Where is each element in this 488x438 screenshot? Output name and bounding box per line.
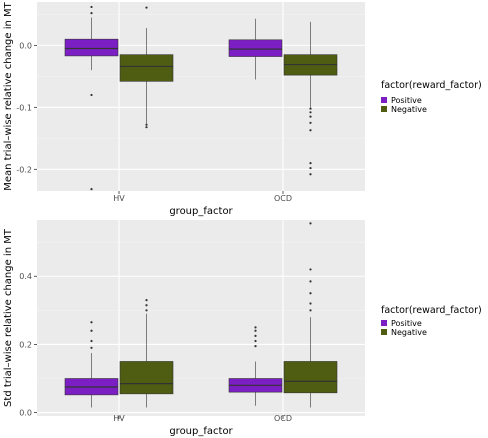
y-tick-label: 0.4	[19, 272, 32, 281]
outlier-point	[145, 6, 148, 9]
outlier-point	[309, 107, 312, 110]
legend-std-key-negative	[381, 329, 387, 335]
x-tick-label: OCD	[274, 194, 292, 203]
box-positive-hv	[64, 321, 119, 408]
outlier-point	[90, 321, 93, 324]
legend-std-label-negative: Negative	[391, 328, 427, 337]
outlier-point	[90, 346, 93, 349]
box-negative-hv	[119, 299, 174, 408]
outlier-point	[254, 329, 257, 332]
outlier-point	[309, 280, 312, 283]
panel-mean-y-ticks: -0.2 -0.1 0.0	[16, 41, 37, 174]
box-iqr	[64, 38, 119, 57]
box-positive-ocd	[228, 326, 283, 406]
outlier-point	[145, 126, 148, 129]
panel-std-y-axis-label: Std trial–wise relative change in MT	[3, 228, 14, 407]
x-tick-label: HV	[113, 414, 125, 423]
y-tick-label: 0.2	[19, 340, 32, 349]
panel-std-x-ticks: HV OCD	[113, 414, 292, 423]
legend-std: factor(reward_factor) Positive Negative	[381, 305, 482, 337]
box-negative-ocd	[283, 21, 338, 176]
outlier-point	[90, 329, 93, 332]
outlier-point	[309, 173, 312, 176]
outlier-point	[309, 115, 312, 118]
outlier-point	[90, 188, 93, 191]
box-iqr	[119, 361, 174, 395]
outlier-point	[309, 162, 312, 165]
box-iqr	[119, 54, 174, 82]
legend-mean-key-positive	[381, 97, 387, 103]
box-positive-hv	[64, 5, 119, 191]
box-iqr	[283, 361, 338, 394]
panel-mean-marks	[64, 5, 338, 191]
outlier-point	[90, 5, 93, 9]
outlier-point	[254, 326, 257, 329]
outlier-point	[309, 292, 312, 295]
box-iqr	[228, 39, 283, 57]
panel-mean-y-axis-label: Mean trial–wise relative change in MT	[3, 1, 14, 190]
outlier-point	[254, 334, 257, 337]
outlier-point	[254, 345, 257, 348]
box-positive-ocd	[228, 18, 283, 80]
y-tick-label: 0.0	[19, 41, 32, 50]
y-tick-label: -0.2	[16, 165, 32, 174]
outlier-point	[309, 268, 312, 271]
outlier-point	[145, 123, 148, 126]
legend-mean: factor(reward_factor) Positive Negative	[381, 80, 482, 114]
legend-mean-label-positive: Positive	[391, 96, 422, 105]
y-tick-label: 0.0	[19, 409, 32, 418]
legend-mean-key-negative	[381, 106, 387, 112]
x-tick-label: OCD	[274, 414, 292, 423]
panel-mean-x-axis-label: group_factor	[169, 206, 233, 217]
outlier-point	[145, 309, 148, 312]
panel-std-x-axis-label: group_factor	[169, 426, 233, 437]
panel-std-marks	[64, 222, 338, 408]
box-negative-ocd	[283, 222, 338, 408]
outlier-point	[309, 129, 312, 132]
y-tick-label: -0.1	[16, 103, 32, 112]
x-tick-label: HV	[113, 194, 125, 203]
outlier-point	[309, 111, 312, 114]
outlier-point	[90, 12, 93, 15]
panel-mean: -0.2 -0.1 0.0 HV OCD group_factor Mean tria…	[3, 1, 365, 217]
outlier-point	[145, 304, 148, 307]
outlier-point	[90, 93, 93, 97]
legend-std-title: factor(reward_factor)	[381, 305, 482, 316]
legend-mean-title: factor(reward_factor)	[381, 80, 482, 91]
outlier-point	[90, 339, 93, 343]
panel-mean-background	[37, 2, 365, 191]
outlier-point	[254, 339, 257, 343]
outlier-point	[309, 121, 312, 124]
box-negative-hv	[119, 6, 174, 129]
outlier-point	[145, 299, 148, 302]
panel-std: 0.0 0.2 0.4 HV OCD group_factor Std trial–w…	[3, 220, 365, 437]
panel-std-y-ticks: 0.0 0.2 0.4	[19, 272, 37, 418]
legend-std-label-positive: Positive	[391, 319, 422, 328]
panel-mean-x-ticks: HV OCD	[113, 191, 292, 203]
outlier-point	[309, 302, 312, 305]
outlier-point	[309, 166, 312, 170]
outlier-point	[309, 222, 312, 225]
outlier-point	[309, 309, 312, 312]
legend-std-key-positive	[381, 320, 387, 326]
legend-mean-label-negative: Negative	[391, 105, 427, 114]
